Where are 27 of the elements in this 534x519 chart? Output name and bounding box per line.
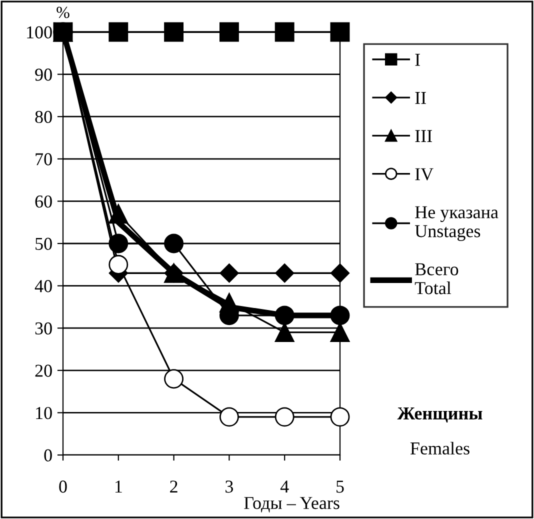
- x-tick-label: 3: [226, 480, 234, 493]
- y-tick-label: 70: [36, 153, 52, 166]
- legend-label: Всего Total: [414, 263, 458, 294]
- legend-label: Не указана Unstages: [414, 206, 498, 241]
- y-tick-label: 100: [27, 26, 52, 38]
- text: Женщины: [397, 408, 482, 422]
- y-tick-label: 30: [35, 322, 52, 335]
- x-tick-label: 1: [115, 480, 122, 493]
- legend-label: II: [415, 92, 426, 104]
- x-tick-label: 2: [170, 480, 178, 493]
- x-tick-label: 0: [59, 480, 67, 493]
- y-tick-label: 80: [35, 110, 52, 124]
- y-tick-label: 90: [35, 68, 52, 81]
- legend-label: III: [415, 130, 432, 142]
- y-tick-label: 10: [36, 406, 52, 420]
- legend-label: IV: [415, 168, 434, 180]
- y-tick-label: 40: [34, 280, 52, 292]
- y-axis-title: %: [56, 6, 70, 18]
- y-tick-label: 60: [35, 195, 52, 208]
- y-tick-label: 0: [44, 449, 52, 462]
- y-tick-label: 20: [35, 364, 52, 377]
- text: Females: [410, 442, 470, 455]
- legend-label: I: [415, 54, 420, 66]
- x-tick-label: 4: [280, 480, 289, 493]
- x-axis-title: Годы – Years: [244, 497, 340, 512]
- x-tick-label: 5: [336, 480, 344, 493]
- y-tick-label: 50: [36, 238, 52, 250]
